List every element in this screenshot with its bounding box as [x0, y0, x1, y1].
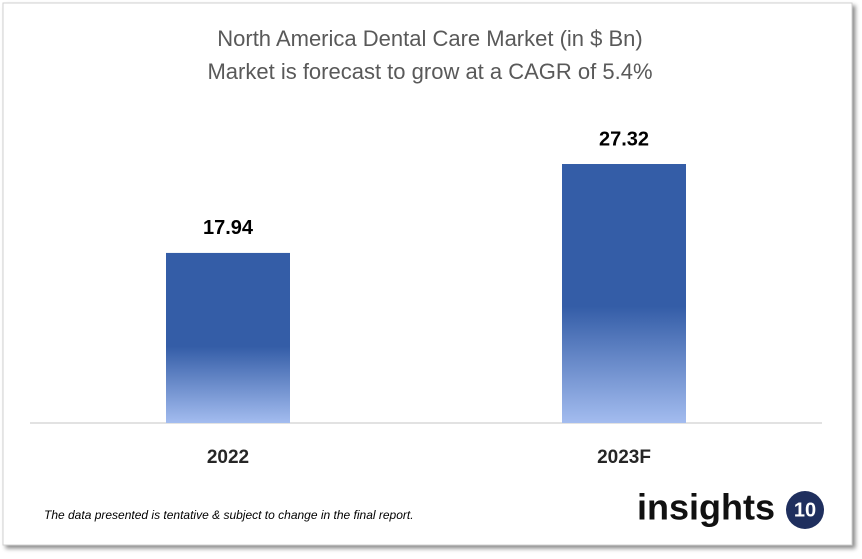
logo-badge — [786, 491, 824, 529]
bar — [166, 252, 290, 423]
x-tick-label: 2022 — [207, 447, 249, 468]
logo-badge-text: 10 — [794, 499, 816, 521]
value-label: 27.32 — [599, 128, 649, 150]
value-label: 17.94 — [203, 217, 254, 239]
chart-subtitle: Market is forecast to grow at a CAGR of … — [207, 59, 652, 84]
x-tick-label: 2023F — [597, 447, 651, 468]
bar — [562, 164, 686, 423]
logo-text: insights — [637, 487, 775, 528]
footnote: The data presented is tentative & subjec… — [44, 508, 414, 522]
frame — [2, 2, 853, 546]
chart-title: North America Dental Care Market (in $ B… — [217, 26, 643, 51]
